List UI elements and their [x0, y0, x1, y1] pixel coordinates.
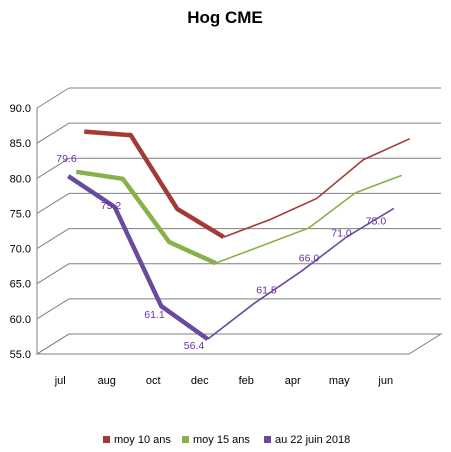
y-tick-label: 55.0 [10, 349, 31, 361]
data-label: 75.2 [101, 200, 122, 212]
wall-gridline [36, 263, 70, 285]
x-tick-label: jun [377, 375, 393, 387]
wall-gridline [36, 122, 70, 144]
data-labels: 79.6 75.2 61.1 56.4 61.5 66.0 71.0 75.0 [56, 153, 386, 352]
legend-swatch-2 [182, 436, 189, 443]
x-tick-label: aug [98, 375, 116, 387]
data-label: 71.0 [331, 228, 352, 240]
legend-label-2: moy 15 ans [193, 434, 250, 446]
legend: moy 10 ans moy 15 ans au 22 juin 2018 [103, 434, 350, 446]
wall-gridline [36, 333, 70, 355]
series-line-1 [84, 129, 225, 240]
x-axis: jul aug oct dec feb apr may jun [54, 375, 393, 387]
y-tick-label: 75.0 [10, 208, 31, 220]
y-tick-label: 65.0 [10, 279, 31, 291]
y-tick-label: 85.0 [10, 138, 31, 150]
wall-gridline [36, 193, 70, 214]
wall-gridline [36, 157, 70, 179]
wall-gridline [36, 298, 70, 320]
x-tick-label: feb [239, 375, 254, 387]
y-tick-label: 90.0 [10, 103, 31, 115]
x-tick-label: dec [191, 375, 209, 387]
series-line-3-tail [207, 207, 395, 340]
y-tick-label: 80.0 [10, 173, 31, 185]
series-line-3 [67, 174, 210, 341]
series-layer [67, 129, 411, 341]
x-tick-label: oct [146, 375, 161, 387]
y-tick-label: 70.0 [10, 244, 31, 256]
legend-label-1: moy 10 ans [114, 434, 171, 446]
x-tick-label: jul [54, 375, 66, 387]
legend-swatch-3 [264, 436, 271, 443]
x-tick-label: may [329, 375, 350, 387]
data-label: 66.0 [299, 253, 320, 265]
x-tick-label: apr [285, 375, 301, 387]
wall-gridline [36, 228, 70, 249]
floor [35, 333, 443, 355]
data-label: 56.4 [184, 340, 205, 352]
series-line-2-tail [215, 174, 403, 264]
y-tick-label: 60.0 [10, 314, 31, 326]
series-line-1-tail [223, 137, 411, 238]
legend-swatch-1 [103, 436, 110, 443]
series-line-2 [75, 169, 217, 266]
data-label: 61.1 [144, 309, 165, 321]
data-label: 61.5 [256, 284, 277, 296]
chart-title: Hog CME [187, 8, 263, 27]
legend-label-3: au 22 juin 2018 [275, 434, 350, 446]
data-label: 75.0 [366, 215, 387, 227]
y-axis: 55.0 60.0 65.0 70.0 75.0 80.0 85.0 90.0 [10, 103, 31, 361]
wall-gridline [36, 87, 70, 109]
data-label: 79.6 [56, 153, 77, 165]
